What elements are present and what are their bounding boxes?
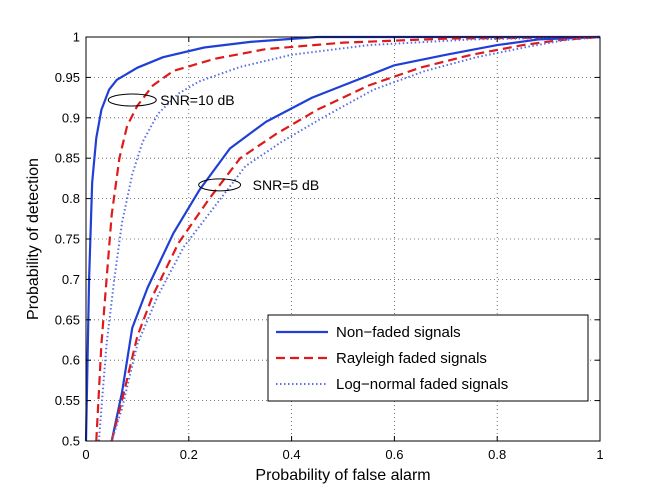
legend-label: Log−normal faded signals (336, 376, 508, 393)
x-tick-label: 0.6 (385, 447, 403, 462)
y-tick-label: 0.9 (62, 110, 80, 125)
x-tick-label: 0.2 (180, 447, 198, 462)
y-tick-label: 0.65 (55, 312, 80, 327)
y-tick-label: 1 (73, 30, 80, 45)
y-tick-label: 0.75 (55, 232, 80, 247)
snr-annotation-ellipse (107, 93, 157, 107)
x-tick-label: 0.8 (488, 447, 506, 462)
series-line-solid-5db (110, 35, 601, 442)
series-line-solid-10db (84, 35, 600, 442)
snr-annotation-label: SNR=10 dB (160, 92, 234, 108)
y-axis-title: Probability of detection (25, 158, 42, 320)
legend: Non−faded signals Rayleigh faded signals L… (267, 314, 589, 402)
snr-annotation-label: SNR=5 dB (253, 177, 320, 193)
y-tick-label: 0.95 (55, 70, 80, 85)
y-tick-label: 0.7 (62, 272, 80, 287)
x-tick-label: 0 (82, 447, 89, 462)
series-line-dotted-5db (110, 36, 601, 442)
x-axis-title: Probability of false alarm (255, 467, 430, 484)
tick-layer: 0 0.2 0.4 0.6 0.8 1 0.5 0.55 0.6 0.65 0.7 0.75 0.8 0.… (55, 30, 604, 463)
legend-label: Rayleigh faded signals (336, 350, 487, 367)
y-tick-label: 0.8 (62, 191, 80, 206)
series-layer (84, 35, 601, 442)
y-tick-label: 0.6 (62, 353, 80, 368)
series-line-dotted-10db (97, 36, 601, 442)
y-tick-label: 0.5 (62, 434, 80, 449)
annotation-layer: SNR=10 dB SNR=5 dB (107, 92, 320, 193)
legend-label: Non−faded signals (336, 324, 461, 341)
snr-annotation-ellipse (198, 178, 242, 192)
y-tick-label: 0.85 (55, 151, 80, 166)
series-line-dashed-5db (110, 35, 601, 442)
y-tick-label: 0.55 (55, 393, 80, 408)
x-tick-label: 0.4 (283, 447, 301, 462)
x-tick-label: 1 (596, 447, 603, 462)
series-line-dashed-10db (95, 35, 601, 442)
